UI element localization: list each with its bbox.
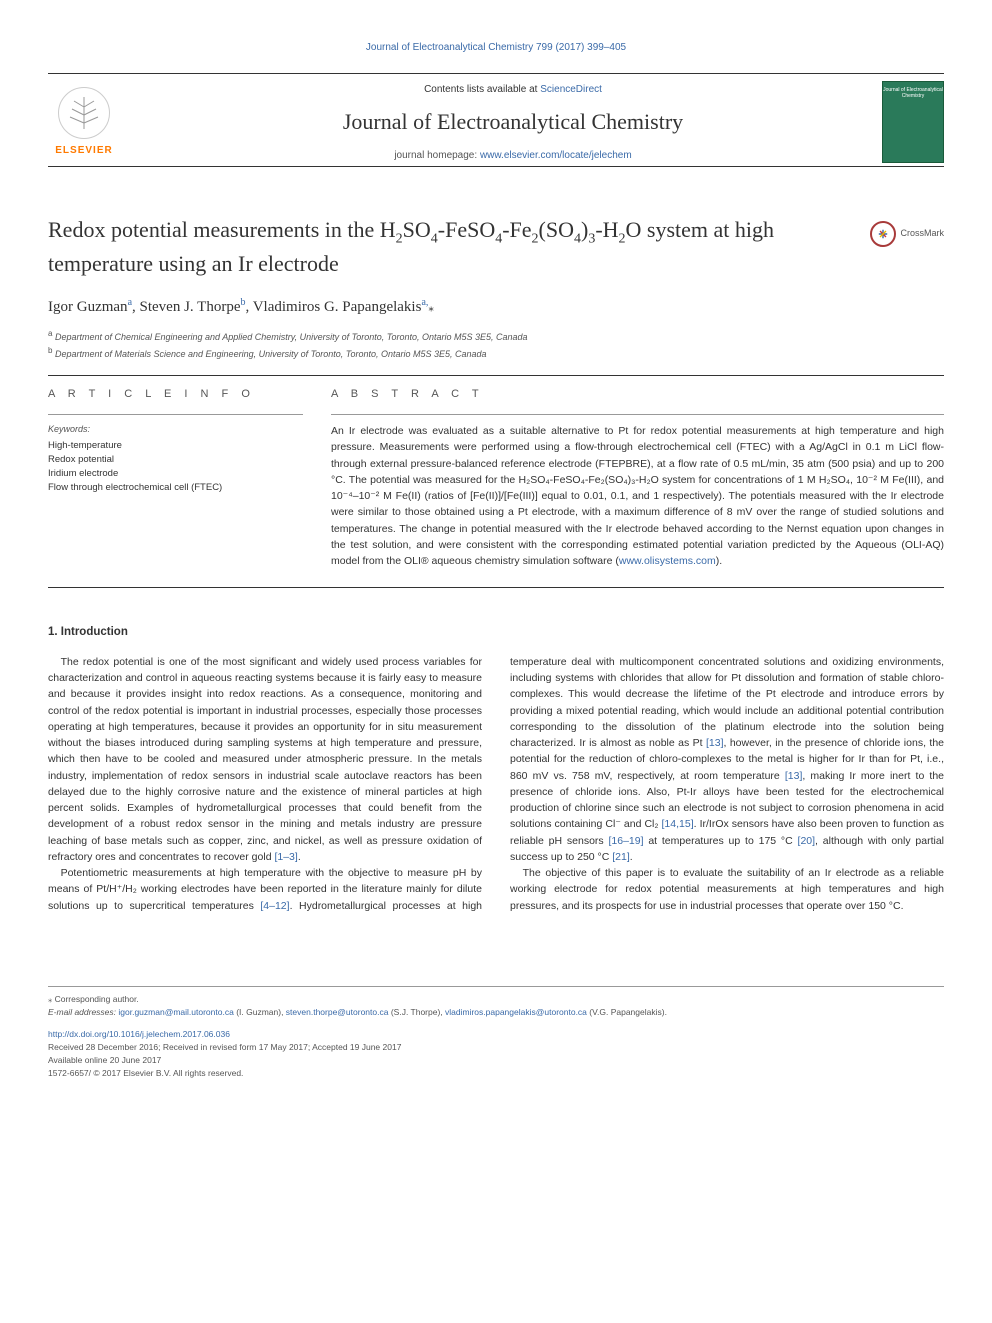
section-1-title: 1. Introduction [48,624,944,641]
affiliations: a Department of Chemical Engineering and… [48,328,944,360]
running-head-citation: Journal of Electroanalytical Chemistry 7… [48,40,944,55]
keyword: Flow through electrochemical cell (FTEC) [48,481,303,495]
history-line: Received 28 December 2016; Received in r… [48,1041,944,1054]
email-link[interactable]: vladimiros.papangelakis@utoronto.ca [445,1007,587,1017]
footer-block: ⁎ Corresponding author. E-mail addresses… [48,986,944,1080]
journal-cover-thumbnail: Journal of Electroanalytical Chemistry [882,81,944,163]
affiliation-a: a Department of Chemical Engineering and… [48,328,944,344]
copyright-line: 1572-6657/ © 2017 Elsevier B.V. All righ… [48,1067,944,1080]
article-info-column: A R T I C L E I N F O Keywords: High-tem… [48,386,303,570]
ref-link[interactable]: [16–19] [608,835,643,847]
email-link[interactable]: steven.thorpe@utoronto.ca [286,1007,389,1017]
divider [331,414,944,415]
doi-link[interactable]: http://dx.doi.org/10.1016/j.jelechem.201… [48,1029,230,1039]
introduction-body: The redox potential is one of the most s… [48,654,944,914]
intro-para-1: The redox potential is one of the most s… [48,654,482,865]
keywords-label: Keywords: [48,423,303,437]
homepage-prefix: journal homepage: [394,150,480,161]
header-center: Contents lists available at ScienceDirec… [144,82,882,163]
cover-title-text: Journal of Electroanalytical Chemistry [883,88,943,99]
ref-link[interactable]: [4–12] [260,900,289,912]
homepage-line: journal homepage: www.elsevier.com/locat… [144,148,882,163]
ref-link[interactable]: [1–3] [274,851,297,863]
oli-link[interactable]: www.olisystems.com [619,555,716,567]
article-info-head: A R T I C L E I N F O [48,386,303,403]
author-list: Igor Guzmana, Steven J. Thorpeb, Vladimi… [48,295,944,319]
elsevier-logo: ELSEVIER [48,80,120,164]
keyword: High-temperature [48,439,303,453]
contents-available-line: Contents lists available at ScienceDirec… [144,82,882,97]
available-online-line: Available online 20 June 2017 [48,1054,944,1067]
journal-header-band: ELSEVIER Contents lists available at Sci… [48,73,944,167]
crossmark-icon [870,221,896,247]
elsevier-wordmark: ELSEVIER [55,143,112,158]
abstract-column: A B S T R A C T An Ir electrode was eval… [331,386,944,570]
corresponding-author-note: ⁎ Corresponding author. [48,993,944,1006]
affiliation-b: b Department of Materials Science and En… [48,345,944,361]
ref-link[interactable]: [21] [612,851,630,863]
ref-link[interactable]: [13] [706,737,724,749]
abstract-text: An Ir electrode was evaluated as a suita… [331,423,944,569]
crossmark-badge[interactable]: CrossMark [870,221,944,247]
keyword: Redox potential [48,453,303,467]
ref-link[interactable]: [20] [798,835,816,847]
elsevier-tree-icon [58,87,110,139]
contents-prefix: Contents lists available at [424,84,540,95]
crossmark-label: CrossMark [900,227,944,241]
intro-para-3: The objective of this paper is to evalua… [510,865,944,914]
ref-link[interactable]: [14,15] [662,818,694,830]
email-line: E-mail addresses: igor.guzman@mail.utoro… [48,1006,944,1019]
keyword: Iridium electrode [48,467,303,481]
journal-name-large: Journal of Electroanalytical Chemistry [144,105,882,138]
article-title: Redox potential measurements in the H2SO… [48,215,852,279]
divider [48,587,944,588]
sciencedirect-link[interactable]: ScienceDirect [540,84,602,95]
divider [48,375,944,376]
homepage-link[interactable]: www.elsevier.com/locate/jelechem [480,150,632,161]
ref-link[interactable]: [13] [785,770,803,782]
divider [48,414,303,415]
email-link[interactable]: igor.guzman@mail.utoronto.ca [118,1007,233,1017]
abstract-head: A B S T R A C T [331,386,944,403]
